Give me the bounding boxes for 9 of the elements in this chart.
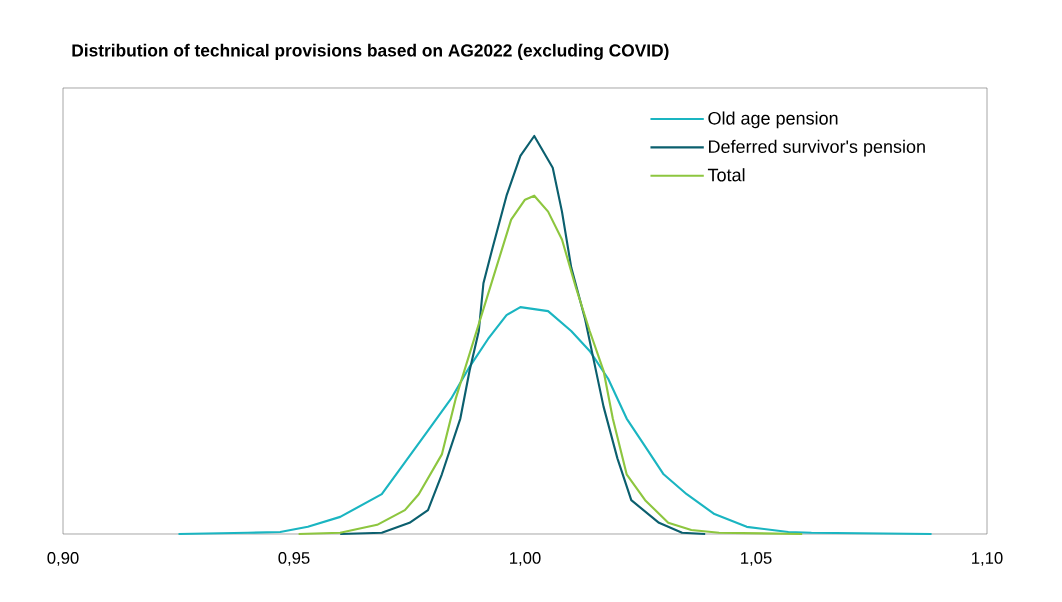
x-tick-label: 1,05 bbox=[741, 552, 772, 566]
x-tick-label: 0,90 bbox=[47, 552, 79, 566]
chart-title: Distribution of technical provisions based on AG2022 (excluding COVID) bbox=[72, 43, 669, 61]
x-tick-label: 0,95 bbox=[278, 552, 310, 566]
legend-label: Old age pension bbox=[708, 111, 838, 129]
legend-label: Deferred survivor's pension bbox=[709, 139, 925, 157]
x-tick-label: 1,00 bbox=[510, 552, 541, 566]
x-tick-label: 1,10 bbox=[972, 552, 1003, 566]
legend-label: Total bbox=[707, 168, 745, 182]
